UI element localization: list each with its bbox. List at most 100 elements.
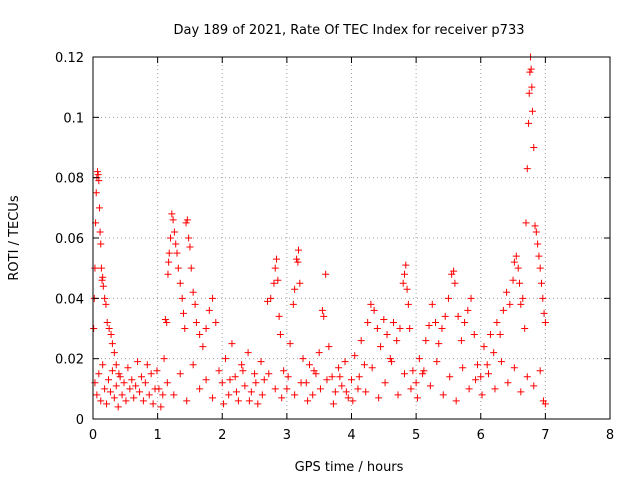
data-point (160, 355, 168, 363)
data-point (531, 222, 539, 230)
data-point (510, 258, 518, 266)
data-point (196, 385, 204, 393)
data-point (182, 219, 190, 227)
data-point (232, 388, 240, 396)
data-point (273, 255, 281, 263)
data-point (167, 234, 175, 242)
x-tick-label: 1 (153, 428, 161, 443)
data-point (506, 300, 514, 308)
data-point (377, 343, 385, 351)
data-point (496, 331, 504, 339)
x-tick-label: 5 (412, 428, 420, 443)
data-point (406, 325, 414, 332)
y-axis-ticks: 0 0.02 0.04 0.06 0.08 0.1 0.12 (55, 51, 610, 428)
data-point (422, 337, 430, 345)
x-tick-label: 7 (541, 428, 549, 443)
data-point (173, 249, 181, 257)
data-point (412, 379, 420, 387)
data-point (238, 361, 246, 369)
y-tick-label: 0 (76, 413, 84, 428)
data-point (99, 282, 107, 290)
data-point (94, 171, 102, 179)
data-point (344, 394, 352, 402)
data-point (241, 382, 249, 390)
data-point (425, 321, 433, 329)
data-point (163, 318, 171, 326)
data-point (309, 391, 317, 399)
data-point (110, 394, 118, 402)
data-point (297, 379, 305, 387)
data-point (103, 318, 111, 326)
data-point (354, 385, 362, 393)
data-point (360, 361, 368, 369)
data-point (293, 255, 301, 263)
data-point (245, 397, 253, 405)
data-point (541, 400, 549, 408)
data-point (535, 252, 543, 260)
data-point (381, 379, 389, 387)
data-point (357, 337, 365, 345)
data-point (478, 391, 486, 399)
data-point (112, 361, 120, 369)
data-point (432, 318, 440, 326)
data-point (516, 279, 524, 287)
data-point (209, 294, 217, 302)
data-point (504, 379, 512, 387)
data-point (265, 370, 273, 378)
data-point (165, 249, 173, 257)
data-point (335, 364, 343, 372)
data-point (426, 382, 434, 390)
data-point (260, 376, 268, 384)
data-point (439, 391, 447, 399)
data-point (92, 189, 100, 197)
data-point (419, 370, 427, 378)
data-point (280, 367, 288, 375)
data-point (122, 397, 130, 405)
data-point (474, 361, 482, 369)
data-point (386, 355, 394, 363)
data-point (157, 403, 165, 411)
data-point (509, 276, 517, 284)
data-point (95, 177, 103, 185)
data-point (257, 358, 265, 366)
data-point (399, 279, 407, 287)
data-point (286, 340, 294, 348)
data-point (183, 216, 191, 224)
data-point (136, 388, 144, 396)
x-tick-label: 3 (283, 428, 291, 443)
data-point (165, 258, 173, 266)
data-point (336, 373, 344, 381)
data-point (318, 306, 326, 314)
data-point (170, 228, 178, 236)
data-point (114, 403, 122, 411)
data-point (124, 364, 132, 372)
data-point (202, 325, 210, 332)
data-point (120, 379, 128, 387)
data-point (525, 89, 533, 97)
data-point (289, 300, 297, 308)
data-point (383, 331, 391, 339)
data-point (499, 306, 507, 314)
data-point (98, 276, 106, 284)
data-point (226, 376, 234, 384)
data-point (137, 373, 145, 381)
data-point (94, 168, 102, 176)
data-point (115, 370, 123, 378)
y-tick-label: 0.1 (63, 111, 84, 126)
data-point (486, 331, 494, 339)
data-point (220, 400, 228, 408)
data-point (126, 385, 134, 393)
data-point (181, 325, 189, 332)
y-tick-label: 0.08 (55, 172, 84, 187)
data-point (147, 370, 155, 378)
x-tick-label: 6 (477, 428, 485, 443)
data-point (176, 370, 184, 378)
data-point (400, 370, 408, 378)
data-point (108, 367, 116, 375)
data-point (522, 219, 530, 227)
data-point (176, 279, 184, 287)
data-point (118, 391, 126, 399)
data-point (541, 318, 549, 326)
data-point (402, 261, 410, 269)
data-point (254, 400, 262, 408)
